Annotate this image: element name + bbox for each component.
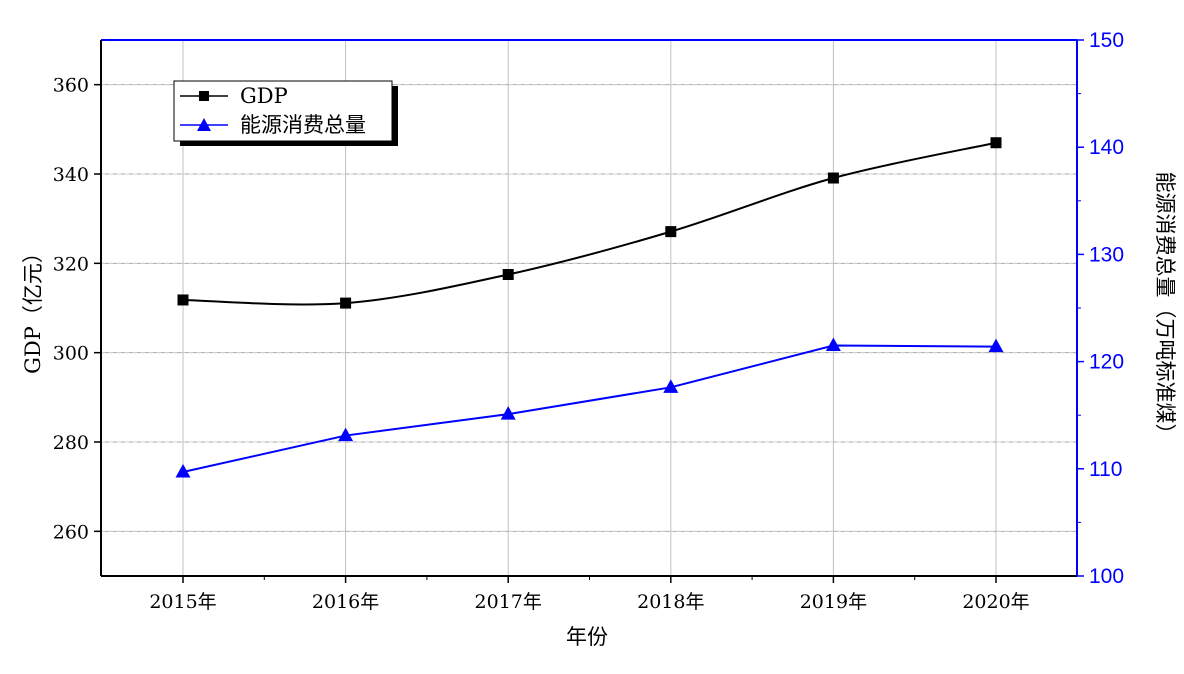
gdp-point <box>502 269 514 280</box>
gdp-point <box>990 137 1002 149</box>
y-tick-label-left: 260 <box>53 521 89 543</box>
series-line-gdp <box>182 141 997 306</box>
y-tick-label-right: 150 <box>1089 29 1124 52</box>
y-tick-label-right: 140 <box>1089 136 1124 159</box>
legend-marker-energy <box>197 118 211 131</box>
y-tick-label-right: 120 <box>1089 351 1124 374</box>
y-axis-title-right: 能源消费总量（万吨标准煤） <box>1153 172 1177 445</box>
x-tick-label: 2019年 <box>800 591 867 613</box>
legend-marker-gdp <box>199 91 209 101</box>
gdp-point <box>177 294 189 306</box>
x-tick-label: 2016年 <box>312 591 379 613</box>
energy-point <box>338 427 354 442</box>
legend-label-gdp: GDP <box>240 84 288 108</box>
energy-point <box>500 406 516 420</box>
series-layer <box>175 137 1004 478</box>
axes: 260 280 300 320 340 360 100 110 120 130 140 150 2015… <box>53 29 1124 613</box>
x-tick-label: 2018年 <box>637 591 704 613</box>
y-tick-label-right: 110 <box>1089 458 1122 481</box>
y-tick-label-left: 300 <box>53 343 89 365</box>
legend-label-energy: 能源消费总量 <box>240 113 366 137</box>
x-tick-label: 2015年 <box>149 591 216 613</box>
x-tick-label: 2020年 <box>962 591 1029 613</box>
x-axis-title: 年份 <box>566 625 608 649</box>
y-tick-label-left: 360 <box>53 75 89 97</box>
legend: GDP 能源消费总量 <box>173 80 398 146</box>
energy-point <box>175 464 191 478</box>
y-tick-label-left: 340 <box>53 164 89 186</box>
gdp-point <box>665 226 677 238</box>
y-tick-label-right: 100 <box>1089 565 1124 588</box>
y-tick-label-right: 130 <box>1089 243 1124 266</box>
energy-point <box>825 337 841 352</box>
y-tick-label-left: 320 <box>53 253 89 275</box>
gdp-point <box>827 172 839 184</box>
energy-point <box>663 379 679 393</box>
y-axis-title-left: GDP（亿元） <box>21 242 45 374</box>
y-tick-label-left: 280 <box>53 432 89 454</box>
energy-point <box>988 338 1004 353</box>
gdp-point <box>340 297 352 309</box>
x-tick-label: 2017年 <box>475 591 542 613</box>
series-line-energy <box>182 344 997 473</box>
